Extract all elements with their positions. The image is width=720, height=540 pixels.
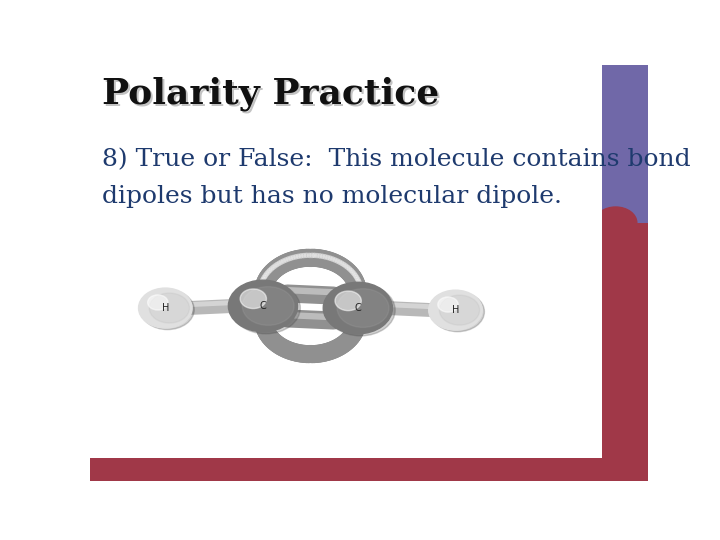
Circle shape <box>326 285 395 336</box>
Text: Polarity Practice: Polarity Practice <box>104 78 441 113</box>
Circle shape <box>242 287 294 325</box>
Circle shape <box>428 290 482 330</box>
Text: Polarity Practice: Polarity Practice <box>102 77 439 111</box>
Circle shape <box>140 289 194 329</box>
Text: H: H <box>162 303 169 313</box>
Circle shape <box>323 282 392 334</box>
Circle shape <box>335 291 361 310</box>
Circle shape <box>240 289 266 308</box>
FancyBboxPatch shape <box>90 458 603 481</box>
Text: dipoles but has no molecular dipole.: dipoles but has no molecular dipole. <box>102 185 562 208</box>
FancyBboxPatch shape <box>602 223 648 481</box>
Circle shape <box>231 282 300 334</box>
FancyBboxPatch shape <box>602 65 648 481</box>
Text: C: C <box>354 303 361 313</box>
Circle shape <box>438 297 458 312</box>
Text: H: H <box>452 305 459 315</box>
Circle shape <box>595 207 636 239</box>
Circle shape <box>439 295 480 325</box>
Text: 8) True or False:  This molecule contains bond: 8) True or False: This molecule contains… <box>102 148 691 171</box>
Circle shape <box>138 288 192 328</box>
Circle shape <box>228 280 297 332</box>
Circle shape <box>148 295 168 310</box>
FancyBboxPatch shape <box>90 65 602 458</box>
Circle shape <box>337 289 389 327</box>
Text: C: C <box>260 301 266 311</box>
Circle shape <box>431 292 485 332</box>
Circle shape <box>149 293 189 323</box>
